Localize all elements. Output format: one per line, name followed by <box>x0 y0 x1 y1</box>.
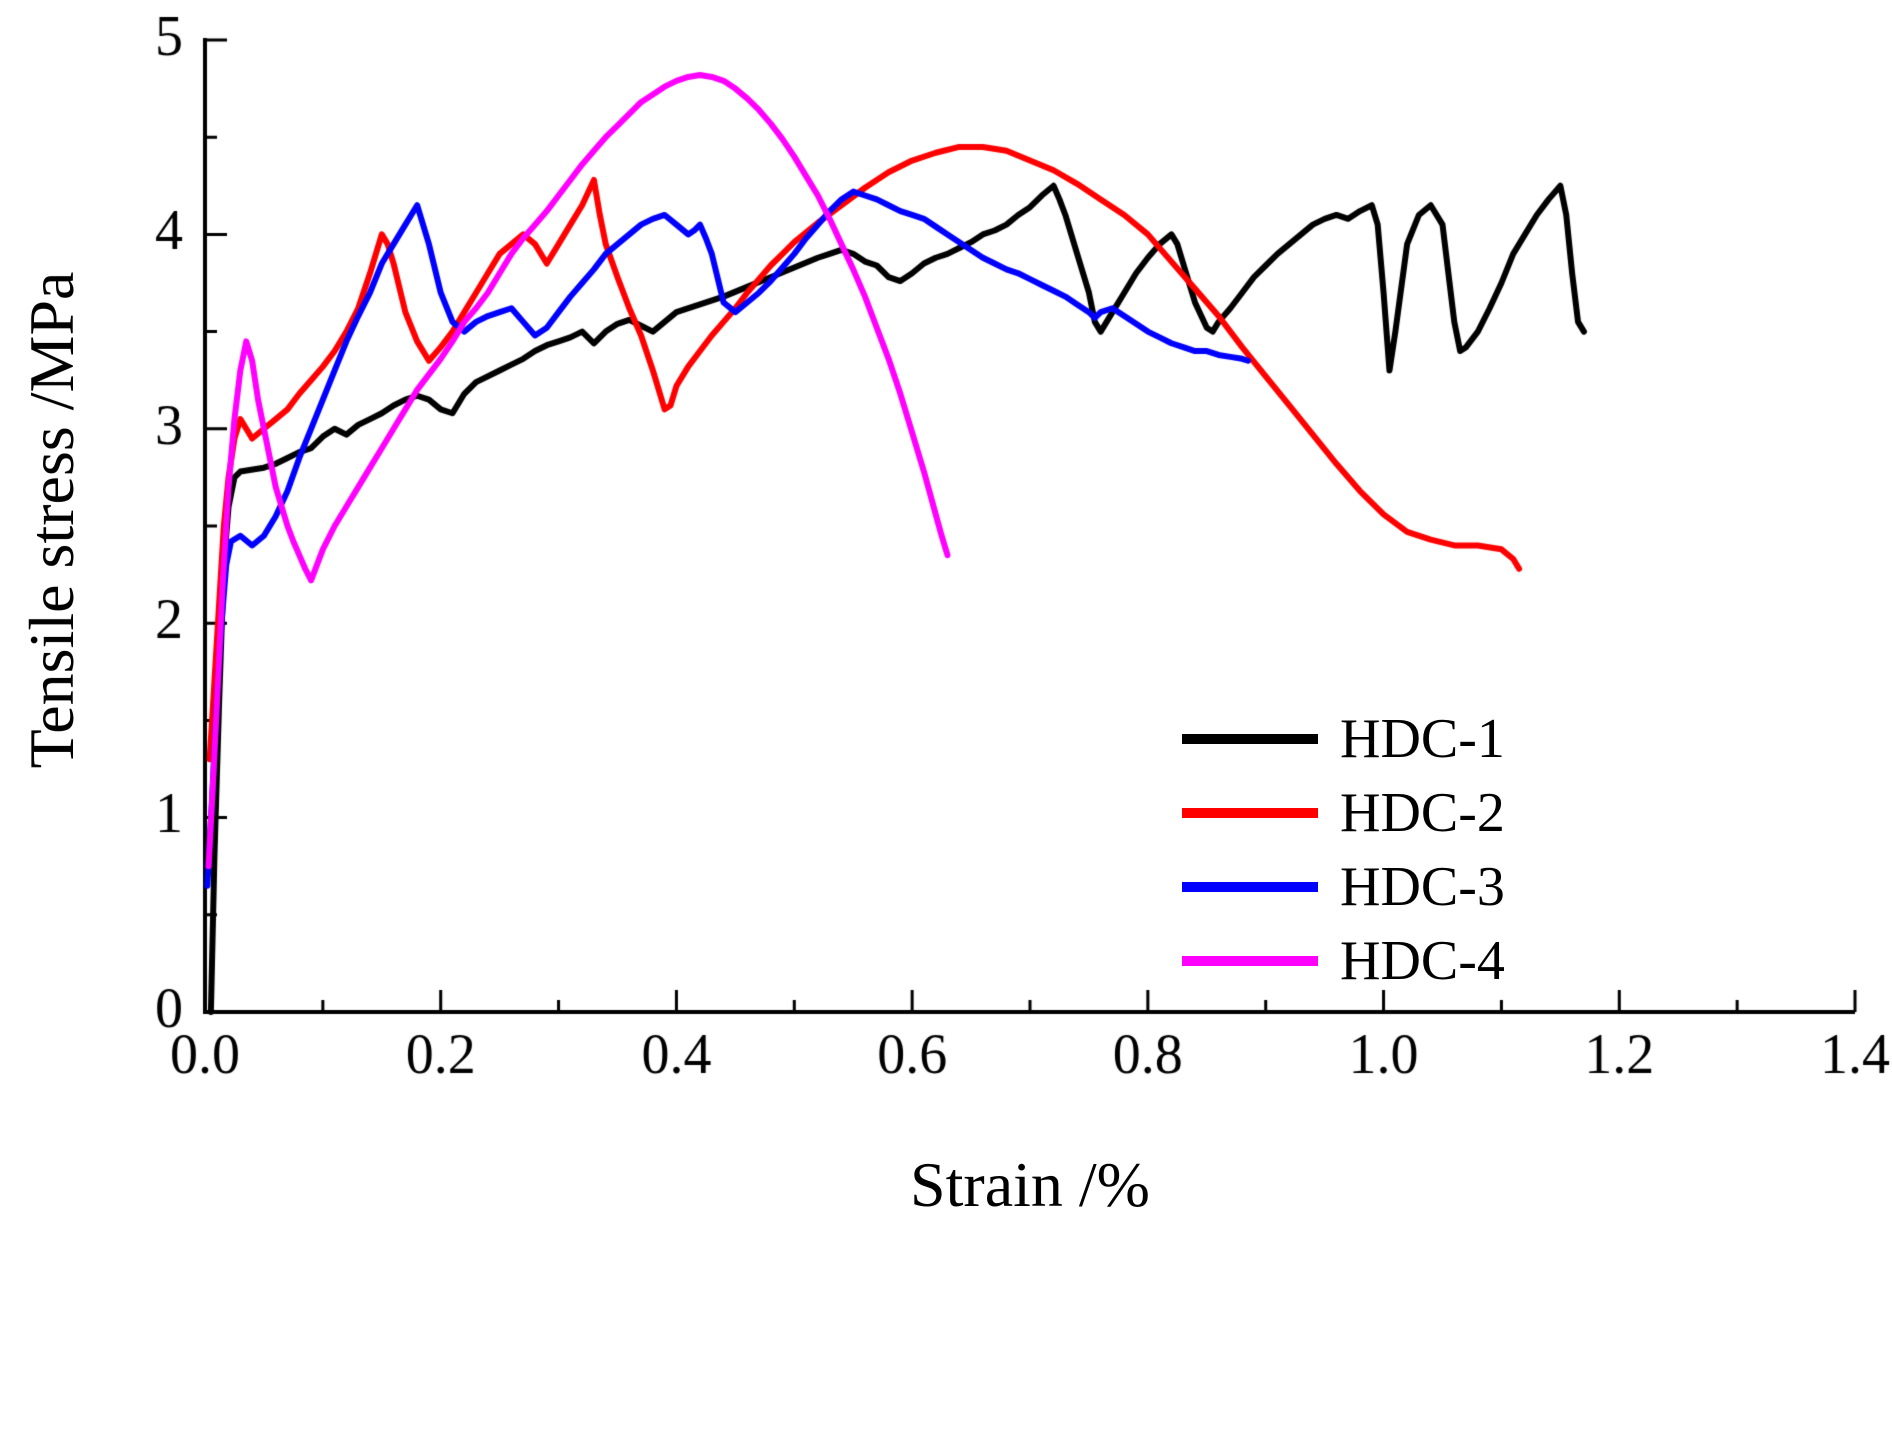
legend-item-hdc-1: HDC-1 <box>1182 702 1505 776</box>
y-axis-label: Tensile stress /MPa <box>16 271 87 769</box>
legend-item-hdc-4: HDC-4 <box>1182 924 1505 998</box>
legend-label: HDC-1 <box>1340 708 1505 770</box>
legend: HDC-1 HDC-2 HDC-3 HDC-4 <box>1182 702 1505 998</box>
legend-line-hdc-1 <box>1182 734 1318 744</box>
legend-line-hdc-2 <box>1182 808 1318 818</box>
legend-item-hdc-2: HDC-2 <box>1182 776 1505 850</box>
legend-line-hdc-4 <box>1182 956 1318 966</box>
legend-label: HDC-2 <box>1340 782 1505 844</box>
legend-label: HDC-3 <box>1340 856 1505 918</box>
legend-label: HDC-4 <box>1340 930 1505 992</box>
legend-item-hdc-3: HDC-3 <box>1182 850 1505 924</box>
legend-line-hdc-3 <box>1182 882 1318 892</box>
x-axis-label: Strain /% <box>910 1149 1150 1220</box>
